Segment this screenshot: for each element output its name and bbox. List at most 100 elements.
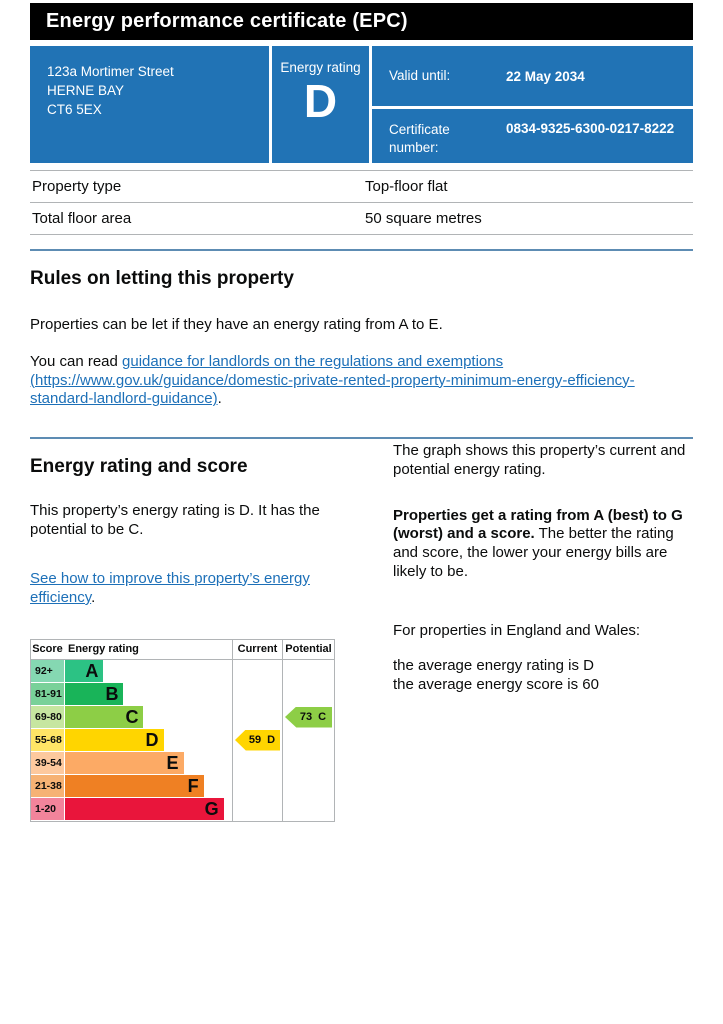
epc-band-bar: D (65, 728, 164, 751)
rating-explanation-bold: Properties get a rating from A (best) to… (393, 506, 683, 543)
epc-potential-arrow: 73 C (285, 706, 332, 728)
epc-current-cell (232, 705, 282, 729)
epc-current-cell (232, 751, 282, 775)
epc-potential-cell (282, 659, 334, 683)
rules-paragraph-2-prefix: You can read (30, 352, 123, 370)
epc-chart-header: Score Energy rating Current Potential (31, 639, 334, 660)
epc-chart: Score Energy rating Current Potential 92… (30, 638, 335, 822)
epc-arrow-letter: C (318, 711, 327, 723)
epc-score-range: 92+ (31, 659, 64, 682)
epc-band-row-d: 55-68 D 59 D (31, 728, 334, 752)
epc-bar-area: C (64, 705, 232, 729)
epc-score-range: 21-38 (31, 774, 64, 797)
epc-band-row-e: 39-54 E (31, 751, 334, 775)
epc-arrow-score: 73 (299, 711, 313, 723)
rating-heading: Energy rating and score (30, 456, 248, 477)
energy-rating-value: D (303, 75, 338, 127)
floor-area-value: 50 square metres (365, 210, 482, 227)
rules-heading: Rules on letting this property (30, 268, 294, 289)
property-type-value: Top-floor flat (365, 178, 448, 195)
table-row: Total floor area 50 square metres (30, 202, 693, 235)
property-address: 123a Mortimer Street HERNE BAY CT6 5EX (30, 46, 269, 163)
epc-current-cell (232, 797, 282, 821)
epc-band-bar: B (65, 682, 124, 705)
page-banner: Energy performance certificate (EPC) (30, 3, 693, 40)
epc-band-bar: E (65, 751, 184, 774)
epc-arrow-letter: D (267, 734, 276, 746)
epc-potential-cell (282, 682, 334, 706)
rating-section-left: Energy rating and score This property’s … (30, 439, 360, 822)
improve-efficiency-link[interactable]: See how to improve this property’s energ… (30, 569, 310, 607)
epc-potential-cell: 73 C (282, 705, 334, 729)
rating-explanation-rest: The better the rating and score, the low… (393, 525, 674, 580)
average-stats: the average energy rating is D the avera… (393, 657, 693, 695)
improve-suffix: . (91, 589, 96, 606)
landlord-guidance-link[interactable]: guidance for landlords on the regulation… (30, 352, 635, 408)
epc-band-letter: B (105, 683, 119, 704)
epc-band-bar: C (65, 705, 144, 728)
address-line-2: HERNE BAY (47, 82, 125, 98)
average-rating-line: the average energy rating is D (393, 657, 594, 675)
table-row: Property type Top-floor flat (30, 170, 693, 202)
epc-potential-cell (282, 797, 334, 821)
epc-score-range: 81-91 (31, 682, 64, 705)
valid-until-value: 22 May 2034 (506, 68, 585, 84)
epc-band-bar: A (65, 659, 104, 682)
epc-band-letter: G (204, 798, 219, 819)
epc-bar-area: A (64, 659, 232, 683)
epc-current-arrow: 59 D (235, 729, 280, 751)
average-score-line: the average energy score is 60 (393, 676, 599, 693)
epc-band-row-b: 81-91 B (31, 682, 334, 706)
epc-bar-area: G (64, 797, 232, 821)
epc-current-cell: 59 D (232, 728, 282, 752)
epc-potential-cell (282, 774, 334, 798)
epc-current-cell (232, 659, 282, 683)
epc-current-cell (232, 682, 282, 706)
energy-rating-cell: Energy rating D (272, 46, 369, 163)
epc-band-bar: G (65, 797, 224, 820)
epc-page: Energy performance certificate (EPC) 123… (30, 3, 693, 822)
certificate-summary-panel: 123a Mortimer Street HERNE BAY CT6 5EX E… (30, 46, 693, 163)
graph-description: The graph shows this property’s current … (393, 442, 686, 478)
certificate-number-value: 0834-9325-6300-0217-8222 (506, 121, 675, 136)
epc-potential-cell (282, 728, 334, 752)
epc-bar-area: D (64, 728, 232, 752)
valid-until-row: Valid until: 22 May 2034 (372, 46, 693, 106)
epc-score-range: 39-54 (31, 751, 64, 774)
improve-paragraph: See how to improve this property’s energ… (30, 569, 360, 608)
epc-band-row-a: 92+ A (31, 659, 334, 683)
epc-bar-area: B (64, 682, 232, 706)
floor-area-label: Total floor area (32, 210, 132, 227)
certificate-number-row: Certificate number: 0834-9325-6300-0217-… (372, 109, 693, 163)
epc-header-score: Score (32, 643, 63, 655)
property-facts-table: Property type Top-floor flat Total floor… (30, 170, 693, 235)
epc-band-letter: E (166, 752, 179, 773)
rating-section: Energy rating and score This property’s … (30, 439, 693, 822)
epc-band-row-c: 69-80 C 73 C (31, 705, 334, 729)
epc-header-potential: Potential (282, 639, 334, 659)
section-divider (30, 249, 693, 251)
certificate-number-label: Certificate number: (389, 122, 450, 156)
epc-band-letter: A (85, 660, 99, 681)
rating-explanation: Properties get a rating from A (best) to… (393, 507, 693, 582)
rules-paragraph-1: Properties can be let if they have an en… (30, 316, 443, 333)
epc-band-letter: C (125, 706, 139, 727)
section-divider (30, 437, 693, 439)
epc-band-letter: F (187, 775, 199, 796)
epc-arrow-score: 59 (248, 734, 262, 746)
epc-band-letter: D (145, 729, 159, 750)
rating-summary-text: This property’s energy rating is D. It h… (30, 502, 320, 538)
epc-header-rating: Energy rating (68, 643, 139, 655)
valid-until-label: Valid until: (389, 67, 451, 83)
england-wales-intro: For properties in England and Wales: (393, 621, 641, 639)
epc-band-bar: F (65, 774, 204, 797)
epc-score-range: 69-80 (31, 705, 64, 728)
page-title: Energy performance certificate (EPC) (46, 10, 408, 32)
validity-cell: Valid until: 22 May 2034 Certificate num… (372, 46, 693, 163)
epc-score-range: 1-20 (31, 797, 64, 820)
epc-band-row-g: 1-20 G (31, 797, 334, 821)
energy-rating-label: Energy rating (280, 60, 361, 75)
rating-section-right: The graph shows this property’s current … (360, 439, 693, 822)
address-line-3: CT6 5EX (47, 101, 102, 117)
epc-chart-body: 92+ A 81-91 B 69-80 C 73 C 55-68 D 59 D 39-54 E 21-38 F… (31, 659, 334, 821)
